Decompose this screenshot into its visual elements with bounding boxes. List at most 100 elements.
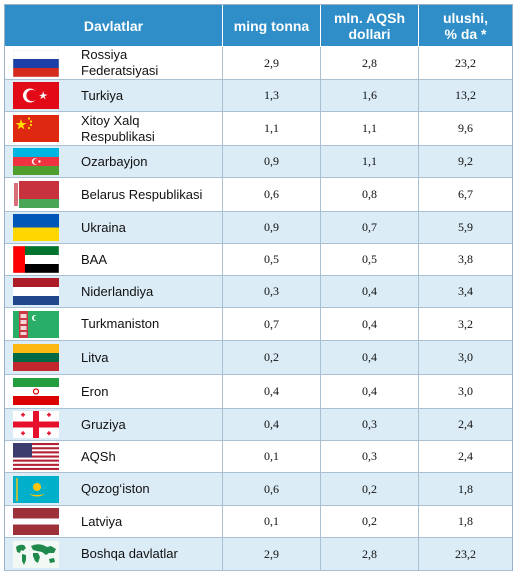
usd-cell: 0,4 <box>321 341 419 374</box>
header-tonnes: ming tonna <box>223 5 321 46</box>
tonnes-cell: 0,1 <box>223 506 321 537</box>
tonnes-cell: 0,7 <box>223 308 321 340</box>
country-name: BAA <box>81 251 108 267</box>
table-row: Turkiya 1,3 1,6 13,2 <box>5 80 512 112</box>
country-cell: Turkmaniston <box>5 308 223 340</box>
country-name: Rossiya Federatsiyasi <box>81 47 159 78</box>
world-map-icon <box>13 541 59 568</box>
tonnes-cell: 1,3 <box>223 80 321 111</box>
country-cell: Qozog‘iston <box>5 473 223 505</box>
tonnes-cell: 0,6 <box>223 178 321 211</box>
country-name: Ukraina <box>81 219 126 235</box>
share-cell: 1,8 <box>458 481 473 496</box>
imports-table: Davlatlar ming tonna mln. AQSh dollari u… <box>4 4 513 571</box>
country-name: Turkmaniston <box>81 316 160 331</box>
table-row: Gruziya 0,4 0,3 2,4 <box>5 409 512 441</box>
tonnes-cell: 2,9 <box>223 47 321 79</box>
country-cell: Latviya <box>5 506 223 537</box>
table-row: Latviya 0,1 0,2 1,8 <box>5 506 512 538</box>
country-name: Litva <box>81 349 109 365</box>
country-name: AQSh <box>81 448 116 464</box>
usd-cell: 0,4 <box>321 375 419 408</box>
georgia-flag-icon <box>13 411 59 438</box>
header-country: Davlatlar <box>5 5 223 46</box>
usd-cell: 0,7 <box>321 212 419 243</box>
tonnes-cell: 2,9 <box>223 538 321 570</box>
tonnes-cell: 0,4 <box>223 375 321 408</box>
country-cell: Boshqa davlatlar <box>5 538 223 570</box>
usd-cell: 0,4 <box>321 308 419 340</box>
tonnes-cell: 0,9 <box>223 212 321 243</box>
header-share: ulushi, % da * <box>442 9 489 42</box>
share-cell: 5,9 <box>458 220 473 234</box>
ukraine-flag-icon <box>13 214 59 241</box>
share-cell: 3,4 <box>458 284 473 298</box>
table-row: BAA 0,5 0,5 3,8 <box>5 244 512 276</box>
share-cell: 1,8 <box>458 514 473 528</box>
country-cell: Rossiya Federatsiyasi <box>5 47 223 79</box>
country-name: Eron <box>81 383 109 399</box>
usd-cell: 0,2 <box>321 473 419 505</box>
country-name: Gruziya <box>81 416 126 432</box>
share-cell: 2,4 <box>458 449 473 463</box>
country-name: Ozarbayjon <box>81 153 148 169</box>
share-cell: 3,0 <box>458 384 473 398</box>
kazakhstan-flag-icon <box>13 476 59 503</box>
tonnes-cell: 0,1 <box>223 441 321 472</box>
lithuania-flag-icon <box>13 344 59 371</box>
netherlands-flag-icon <box>13 278 59 305</box>
table-row: Ozarbayjon 0,9 1,1 9,2 <box>5 146 512 178</box>
latvia-flag-icon <box>13 508 59 535</box>
header-usd: mln. AQSh dollari <box>321 5 419 46</box>
country-name: Boshqa davlatlar <box>81 546 178 561</box>
share-cell: 3,8 <box>458 252 473 266</box>
share-cell: 13,2 <box>455 88 476 102</box>
tonnes-cell: 0,9 <box>223 146 321 177</box>
usd-cell: 1,1 <box>321 146 419 177</box>
share-cell: 3,0 <box>458 350 473 364</box>
country-cell: Niderlandiya <box>5 276 223 307</box>
table-row: Boshqa davlatlar 2,9 2,8 23,2 <box>5 538 512 571</box>
country-name: Belarus Respublikasi <box>81 186 203 202</box>
usd-cell: 0,5 <box>321 244 419 275</box>
russia-flag-icon <box>13 50 59 77</box>
usd-cell: 0,2 <box>321 506 419 537</box>
usa-flag-icon <box>13 443 59 470</box>
table-row: AQSh 0,1 0,3 2,4 <box>5 441 512 473</box>
tonnes-cell: 0,6 <box>223 473 321 505</box>
tonnes-cell: 0,2 <box>223 341 321 374</box>
table-row: Litva 0,2 0,4 3,0 <box>5 341 512 375</box>
share-cell: 6,7 <box>458 187 473 201</box>
table-row: Niderlandiya 0,3 0,4 3,4 <box>5 276 512 308</box>
azerbaijan-flag-icon <box>13 148 59 175</box>
usd-cell: 0,8 <box>321 178 419 211</box>
country-cell: Litva <box>5 341 223 374</box>
table-row: Eron 0,4 0,4 3,0 <box>5 375 512 409</box>
country-cell: Ukraina <box>5 212 223 243</box>
tonnes-cell: 0,3 <box>223 276 321 307</box>
country-cell: BAA <box>5 244 223 275</box>
table-row: Xitoy Xalq Respublikasi 1,1 1,1 9,6 <box>5 112 512 146</box>
usd-cell: 1,6 <box>321 80 419 111</box>
country-cell: Eron <box>5 375 223 408</box>
share-cell: 9,2 <box>458 154 473 168</box>
tonnes-cell: 0,4 <box>223 409 321 440</box>
usd-cell: 1,1 <box>321 112 419 145</box>
turkey-flag-icon <box>13 82 59 109</box>
country-name: Xitoy Xalq Respublikasi <box>81 112 155 144</box>
usd-cell: 0,3 <box>321 409 419 440</box>
country-name: Qozog‘iston <box>81 481 150 496</box>
turkmenistan-flag-icon <box>13 311 59 338</box>
country-cell: Belarus Respublikasi <box>5 178 223 211</box>
country-name: Latviya <box>81 513 123 529</box>
china-flag-icon <box>13 115 59 142</box>
table-row: Turkmaniston 0,7 0,4 3,2 <box>5 308 512 341</box>
share-cell: 23,2 <box>455 55 476 70</box>
usd-cell: 2,8 <box>321 47 419 79</box>
share-cell: 2,4 <box>458 417 473 431</box>
share-cell: 3,2 <box>458 316 473 331</box>
usd-cell: 0,4 <box>321 276 419 307</box>
country-cell: Xitoy Xalq Respublikasi <box>5 112 223 145</box>
share-cell: 23,2 <box>455 546 476 561</box>
iran-flag-icon <box>13 378 59 405</box>
